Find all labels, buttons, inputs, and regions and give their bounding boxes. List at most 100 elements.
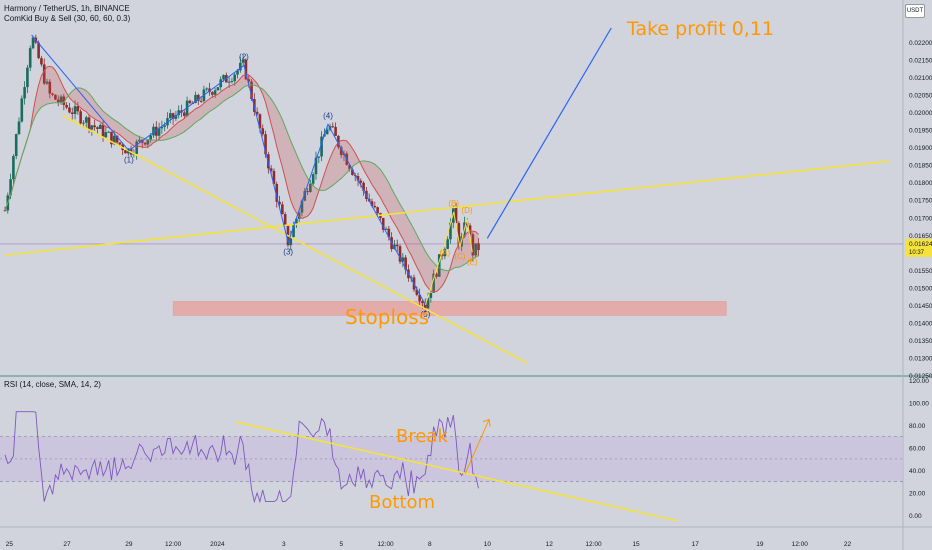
- price-tick-label-14: 0.01550: [909, 268, 932, 275]
- candle-body: [199, 100, 203, 102]
- candle-body: [216, 87, 220, 91]
- candle-body: [110, 131, 113, 145]
- candle-body: [283, 214, 287, 225]
- time-tick-label-16: 12:00: [792, 541, 809, 548]
- wave-label-10: (E): [467, 257, 478, 266]
- rsi-breakout-arrowhead: [482, 418, 491, 427]
- candle-body: [474, 243, 477, 256]
- candle-body: [303, 191, 307, 201]
- projection-line: [486, 27, 612, 239]
- candle-body: [241, 59, 245, 63]
- time-tick-label-4: 12:00: [165, 541, 182, 548]
- wave-label-5: (5): [420, 310, 430, 319]
- price-tick-label-16: 0.01450: [909, 303, 932, 310]
- candle-body: [112, 135, 116, 145]
- price-tick-label-4: 0.02050: [909, 93, 932, 100]
- candle-body: [31, 37, 35, 49]
- candle-body: [174, 115, 178, 119]
- candle-body: [101, 124, 105, 138]
- price-tick-label-5: 0.02000: [909, 110, 932, 117]
- candle-body: [51, 93, 54, 95]
- time-tick-label-13: 15: [632, 541, 640, 548]
- price-tick-label-20: 0.01250: [909, 373, 932, 380]
- candle-body: [477, 243, 480, 251]
- candle-body: [171, 113, 175, 119]
- candle-body: [168, 113, 172, 119]
- rsi-axis: 120.00 100.00 80.00 60.00 40.00 20.00 0.00: [909, 378, 929, 520]
- candle-body: [292, 224, 295, 238]
- candles-group: [3, 34, 480, 313]
- rsi-title: RSI (14, close, SMA, 14, 2): [4, 380, 101, 389]
- candle-body: [334, 126, 337, 136]
- candle-body: [230, 81, 234, 83]
- candle-body: [381, 217, 385, 230]
- elliott-wave-line: [31, 34, 426, 306]
- rsi-line: [4, 411, 479, 504]
- candle-body: [115, 135, 119, 143]
- take-profit-label: Take profit 0,11: [627, 18, 774, 40]
- candle-body: [14, 134, 18, 157]
- candle-body: [373, 206, 377, 208]
- candle-body: [437, 254, 441, 277]
- candle-body: [295, 218, 298, 225]
- wave-label-9: (D): [461, 206, 472, 215]
- candle-body: [289, 237, 293, 246]
- candle-body: [370, 201, 374, 207]
- candle-body: [9, 179, 12, 196]
- candle-body: [395, 244, 399, 247]
- candle-body: [300, 200, 304, 213]
- candle-body: [269, 168, 273, 171]
- price-tick-label-12: 0.01650: [909, 233, 932, 240]
- candle-body: [348, 164, 351, 170]
- bottom-label: Bottom: [369, 492, 436, 513]
- candle-body: [432, 273, 435, 293]
- ma-fast-line: [4, 65, 479, 293]
- price-tick-label-19: 0.01300: [909, 355, 932, 362]
- rsi-tick-label-2: 100.00: [909, 401, 929, 408]
- candle-body: [415, 289, 419, 295]
- candle-body: [261, 128, 265, 135]
- candle-body: [194, 94, 197, 104]
- rsi-tick-label-3: 80.00: [909, 423, 926, 430]
- candle-body: [227, 81, 231, 83]
- price-tick-label-11: 0.01700: [909, 215, 932, 222]
- candle-body: [426, 297, 430, 309]
- candle-body: [138, 139, 141, 142]
- candle-body: [40, 58, 43, 65]
- candle-body: [48, 81, 52, 94]
- rsi-tick-label-7: 0.00: [909, 513, 922, 520]
- candle-body: [197, 94, 200, 101]
- candle-body: [118, 142, 122, 145]
- price-tick-label-6: 0.01950: [909, 128, 932, 135]
- candle-body: [404, 257, 407, 270]
- candle-body: [90, 125, 94, 130]
- candle-body: [339, 147, 343, 156]
- wave-label-7: (B): [448, 199, 459, 208]
- candle-body: [281, 204, 284, 215]
- candle-body: [435, 273, 438, 277]
- wave-label-3: (3): [283, 248, 293, 257]
- candle-body: [59, 96, 63, 103]
- candle-body: [384, 228, 388, 230]
- candle-body: [183, 112, 186, 116]
- candle-body: [278, 201, 281, 205]
- time-axis: 25 27 29 12:00 2024 3 5 12:00 8 10 12 12:00 15 17 19 12…: [6, 541, 852, 548]
- time-tick-label-12: 12:00: [585, 541, 602, 548]
- candle-body: [468, 225, 472, 235]
- candle-body: [362, 182, 365, 191]
- candle-body: [359, 180, 363, 183]
- candle-body: [311, 174, 315, 184]
- price-axis: 0.02200 0.02150 0.02100 0.02050 0.02000 0.019…: [909, 40, 932, 380]
- candle-body: [244, 59, 248, 80]
- price-tick-label-8: 0.01850: [909, 163, 932, 170]
- price-tick-label-10: 0.01750: [909, 198, 932, 205]
- wave-label-6: (A): [440, 249, 451, 258]
- candle-body: [325, 129, 329, 135]
- currency-button[interactable]: USDT: [905, 4, 925, 18]
- candle-body: [143, 142, 147, 145]
- price-tick-label-2: 0.02150: [909, 58, 932, 65]
- ma-ribbon: [5, 66, 479, 292]
- time-tick-label-11: 12: [546, 541, 554, 548]
- price-tick-label-17: 0.01400: [909, 320, 932, 327]
